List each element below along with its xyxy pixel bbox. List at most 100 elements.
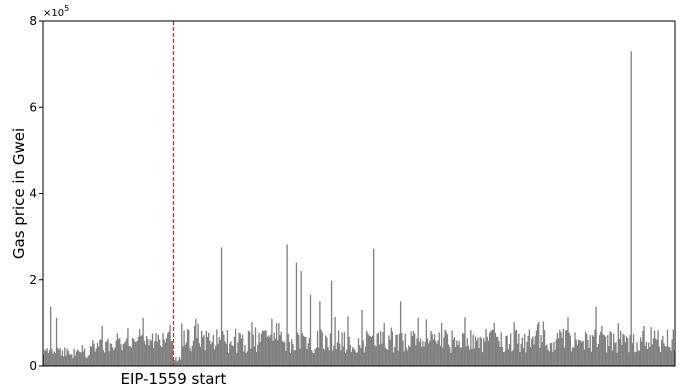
bar: [332, 350, 334, 366]
bar: [150, 340, 152, 366]
bar: [409, 346, 411, 366]
bar: [112, 347, 114, 366]
bar: [524, 334, 526, 366]
bar: [179, 359, 182, 366]
bar: [131, 337, 134, 366]
bar: [384, 347, 387, 366]
bar: [80, 352, 82, 366]
bar: [142, 317, 144, 366]
bar: [575, 339, 577, 366]
bar: [318, 347, 320, 366]
bar: [231, 345, 233, 366]
bar: [445, 331, 447, 366]
bar: [52, 353, 54, 366]
bar: [153, 348, 155, 366]
bar: [612, 333, 615, 366]
bar: [244, 344, 246, 366]
bar: [604, 336, 607, 366]
bar: [547, 349, 549, 366]
bar: [320, 329, 322, 366]
bar: [176, 361, 178, 366]
bar: [376, 333, 378, 366]
bar: [529, 347, 532, 366]
bar: [123, 343, 126, 366]
bar: [340, 350, 342, 366]
y-tick-label: 6: [29, 100, 37, 114]
bar: [518, 333, 520, 366]
bar: [392, 352, 395, 366]
bar: [134, 341, 136, 366]
bar: [471, 348, 473, 366]
bar: [233, 336, 236, 366]
bar: [383, 322, 385, 367]
bar: [616, 352, 618, 366]
bar: [395, 334, 397, 366]
bar: [532, 336, 534, 366]
bar: [581, 342, 583, 366]
bar: [545, 345, 547, 366]
bar: [59, 348, 61, 366]
bar: [673, 350, 676, 366]
bar: [177, 360, 179, 366]
bar: [312, 352, 314, 366]
bar: [645, 341, 648, 366]
bar: [531, 338, 533, 366]
bar: [410, 331, 412, 366]
bar: [87, 355, 89, 366]
bar: [361, 309, 363, 366]
bar: [339, 343, 341, 366]
bar: [271, 318, 273, 366]
bar: [442, 347, 444, 366]
bar: [651, 344, 653, 366]
y-tick-label: 4: [29, 187, 37, 201]
bar: [220, 247, 223, 366]
bar: [569, 335, 571, 366]
bar: [660, 340, 663, 367]
bar: [435, 341, 437, 366]
bar: [99, 340, 101, 366]
bar: [263, 330, 265, 366]
bar: [256, 351, 258, 366]
bar: [595, 306, 597, 366]
bar: [333, 345, 335, 366]
bar: [535, 330, 538, 366]
bar: [321, 332, 323, 366]
bar: [363, 352, 365, 366]
bar: [450, 352, 452, 366]
bar: [663, 343, 665, 366]
bar: [634, 352, 636, 366]
bar: [646, 349, 649, 366]
bar: [664, 346, 666, 366]
bar: [115, 340, 117, 366]
bar: [399, 301, 402, 366]
bar: [156, 341, 158, 366]
bar: [138, 329, 141, 366]
bar: [543, 330, 546, 366]
bar: [195, 318, 197, 366]
bar: [573, 347, 575, 366]
bar: [211, 341, 213, 366]
bar: [491, 329, 493, 366]
y-axis-ticks: 0 2 4 6 8: [29, 14, 43, 373]
bar: [239, 333, 241, 366]
bar: [73, 348, 75, 366]
bar: [76, 349, 79, 366]
bar: [215, 346, 217, 366]
bar: [480, 338, 483, 366]
bar: [209, 340, 211, 366]
bar: [348, 336, 350, 366]
bar: [394, 347, 396, 366]
bar: [367, 333, 369, 366]
bar: [369, 336, 371, 366]
bar: [456, 340, 458, 366]
bar: [53, 351, 55, 366]
bar: [243, 351, 245, 366]
bar: [58, 349, 60, 366]
bar: [609, 331, 611, 366]
bar: [136, 340, 138, 366]
bar: [98, 346, 100, 366]
bar: [526, 341, 528, 366]
bar: [419, 338, 422, 366]
bar: [601, 325, 603, 366]
